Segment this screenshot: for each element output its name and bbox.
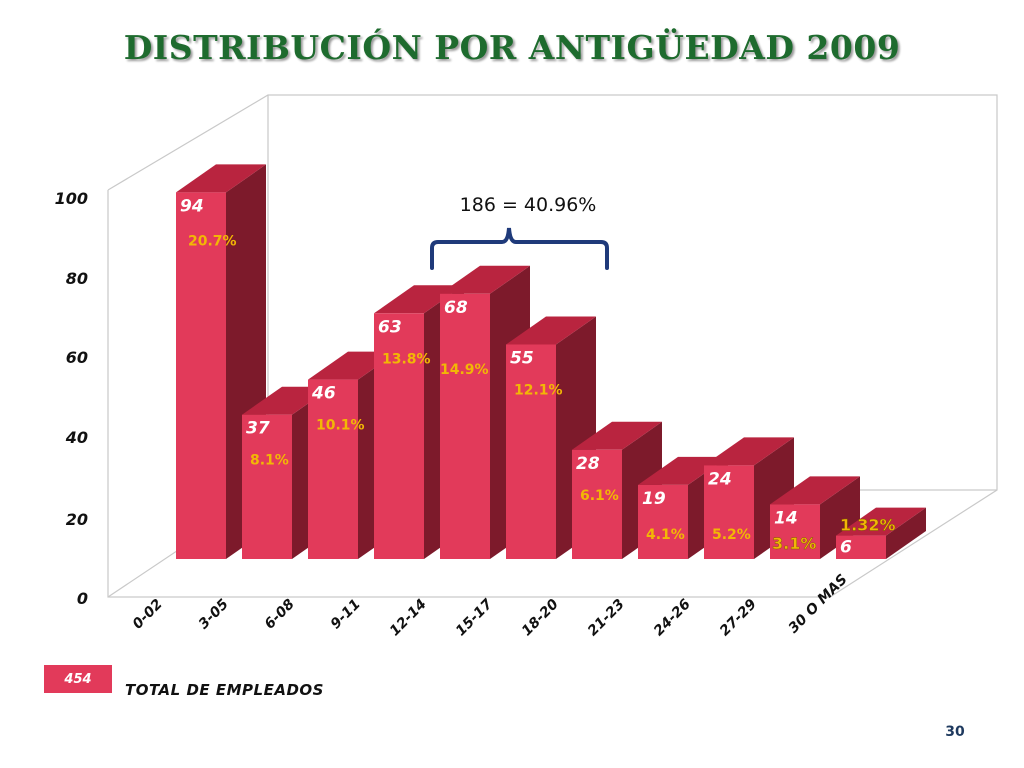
- bar-front: [242, 414, 292, 559]
- percent-label: 5.2%: [712, 527, 751, 543]
- y-axis: 0 20 40 60 80 100: [55, 189, 88, 608]
- x-tick-label: 15-17: [453, 596, 496, 639]
- x-axis: 0-02 3-05 6-08 9-11 12-14 15-17 18-20 21-23 24-2…: [130, 572, 851, 640]
- bracket-annotation: 186 = 40.96%: [430, 194, 609, 270]
- bars-layer: 94 20.7% 37 8.1% 46 10.1% 63 13.8% 68 14.9% 55 12.1…: [176, 164, 926, 559]
- x-tick-label: 6-08: [262, 596, 298, 632]
- bar-front: [704, 465, 754, 559]
- y-tick-label: 20: [66, 510, 88, 529]
- bar-24-26: 24 5.2%: [704, 437, 794, 559]
- x-tick-label: 3-05: [196, 596, 232, 632]
- x-tick-label: 9-11: [328, 596, 364, 632]
- value-label: 28: [576, 454, 600, 474]
- bar-top: [440, 265, 530, 294]
- bar-front: [308, 379, 358, 559]
- bar-front: [506, 344, 556, 559]
- value-label: 63: [378, 317, 402, 337]
- bar-top: [176, 164, 266, 193]
- y-tick-label: 80: [66, 269, 88, 288]
- value-label: 37: [246, 419, 270, 439]
- bar-30 O MAS: 6 1.32%: [836, 507, 926, 559]
- value-label: 14: [774, 508, 798, 528]
- percent-label: 8.1%: [250, 453, 289, 469]
- bar-front: [836, 535, 886, 559]
- bar-top: [506, 316, 596, 345]
- bar-0-02: 94 20.7%: [176, 164, 266, 559]
- value-label: 6: [840, 538, 852, 558]
- y-tick-label: 40: [65, 428, 88, 447]
- bar-front: [638, 484, 688, 559]
- value-label: 94: [180, 196, 204, 216]
- bar-front: [176, 192, 226, 559]
- total-employees-label: TOTAL DE EMPLEADOS: [125, 681, 324, 699]
- bracket-icon: [430, 227, 609, 270]
- percent-label: 13.8%: [382, 351, 431, 367]
- bar-top: [572, 421, 662, 450]
- bar-side: [886, 507, 926, 559]
- bar-front: [440, 293, 490, 559]
- y-tick-label: 100: [55, 189, 88, 208]
- bar-top: [770, 476, 860, 505]
- bracket-label: 186 = 40.96%: [460, 194, 597, 216]
- bar-top: [638, 456, 728, 485]
- percent-label: 10.1%: [316, 418, 365, 434]
- y-tick-label: 60: [66, 348, 88, 367]
- x-tick-label: 24-26: [651, 596, 694, 639]
- bar-top: [374, 285, 464, 314]
- bar-top: [836, 507, 926, 536]
- value-label: 24: [708, 469, 732, 489]
- value-label: 55: [510, 349, 534, 369]
- x-tick-label: 21-23: [585, 596, 628, 639]
- x-tick-label: 0-02: [130, 596, 166, 632]
- bar-front: [572, 449, 622, 559]
- percent-label: 20.7%: [188, 233, 237, 249]
- percent-label: 4.1%: [646, 527, 685, 543]
- bar-front: [770, 504, 820, 559]
- value-label: 19: [642, 489, 666, 509]
- percent-label: 1.32%: [840, 516, 896, 535]
- page-number: 30: [945, 724, 965, 740]
- bar-27-29: 14 3.1%: [770, 476, 860, 559]
- percent-label: 12.1%: [514, 383, 563, 399]
- x-tick-label: 30 O MAS: [786, 572, 851, 637]
- x-tick-label: 12-14: [387, 596, 430, 639]
- bar-front: [374, 313, 424, 559]
- percent-label: 6.1%: [580, 488, 619, 504]
- x-tick-label: 18-20: [519, 596, 562, 639]
- total-employees-badge: 454: [44, 665, 112, 693]
- bar-top: [704, 437, 794, 466]
- bar-side: [820, 476, 860, 559]
- value-label: 46: [311, 384, 336, 404]
- x-tick-label: 27-29: [717, 596, 760, 639]
- y-tick-label: 0: [77, 589, 88, 608]
- value-label: 68: [444, 298, 468, 318]
- slide-title: DISTRIBUCIÓN POR ANTIGÜEDAD 2009: [123, 28, 901, 67]
- percent-label: 14.9%: [440, 362, 489, 378]
- percent-label: 3.1%: [772, 534, 816, 553]
